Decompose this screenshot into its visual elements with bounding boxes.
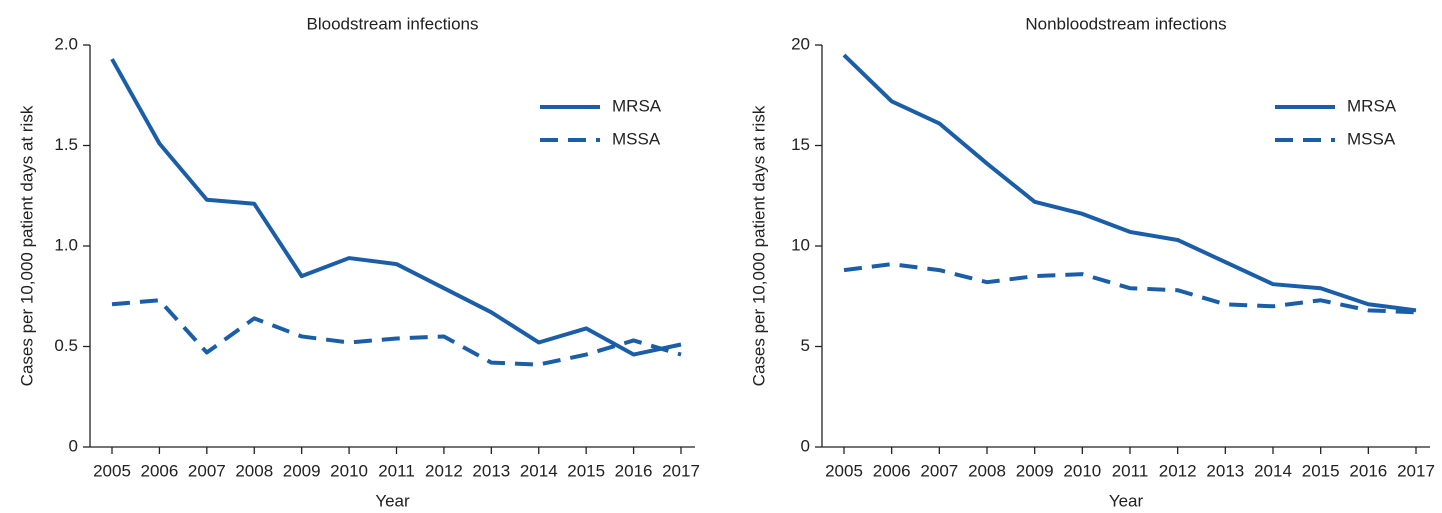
y-tick-label: 0 (801, 436, 810, 455)
y-tick-label: 10 (791, 235, 810, 254)
x-tick-label: 2013 (1206, 461, 1244, 480)
x-tick-label: 2012 (425, 461, 463, 480)
x-tick-label: 2013 (472, 461, 510, 480)
series-line (111, 298, 682, 367)
series-line (843, 262, 1417, 315)
legend-label: MSSA (612, 129, 661, 148)
x-tick-label: 2010 (330, 461, 368, 480)
y-tick-label: 1.5 (54, 135, 78, 154)
y-axis-label: Cases per 10,000 patient days at risk (749, 105, 768, 386)
x-tick-label: 2011 (1112, 461, 1149, 480)
legend-label: MRSA (1347, 96, 1397, 115)
y-tick-label: 15 (791, 135, 810, 154)
legend-label: MSSA (1347, 129, 1396, 148)
chart-title: Bloodstream infections (307, 14, 479, 33)
series-line (842, 53, 1417, 313)
x-tick-label: 2012 (1159, 461, 1197, 480)
x-tick-label: 2006 (873, 461, 911, 480)
x-tick-label: 2011 (378, 461, 415, 480)
series-line (110, 58, 682, 357)
y-axis-label: Cases per 10,000 patient days at risk (17, 105, 36, 386)
x-tick-label: 2009 (1016, 461, 1054, 480)
x-tick-label: 2007 (920, 461, 958, 480)
x-tick-label: 2016 (615, 461, 653, 480)
x-tick-label: 2010 (1063, 461, 1101, 480)
y-tick-label: 2.0 (54, 34, 78, 53)
x-tick-label: 2014 (1254, 461, 1292, 480)
chart-title: Nonbloodstream infections (1025, 14, 1226, 33)
x-tick-label: 2016 (1349, 461, 1387, 480)
y-tick-label: 20 (791, 34, 810, 53)
legend-label: MRSA (612, 96, 662, 115)
x-tick-label: 2015 (1302, 461, 1340, 480)
x-axis-label: Year (375, 491, 410, 510)
x-axis-label: Year (1109, 491, 1144, 510)
x-tick-label: 2005 (825, 461, 863, 480)
x-tick-label: 2017 (662, 461, 700, 480)
x-tick-label: 2007 (188, 461, 226, 480)
y-tick-label: 1.0 (54, 235, 78, 254)
x-tick-label: 2006 (141, 461, 179, 480)
x-tick-label: 2009 (283, 461, 321, 480)
x-tick-label: 2008 (968, 461, 1006, 480)
x-tick-label: 2014 (520, 461, 558, 480)
x-tick-label: 2015 (567, 461, 605, 480)
x-tick-label: 2008 (235, 461, 273, 480)
x-tick-label: 2017 (1397, 461, 1435, 480)
y-tick-label: 0.5 (54, 336, 78, 355)
y-tick-label: 5 (801, 336, 810, 355)
y-tick-label: 0 (69, 436, 78, 455)
x-tick-label: 2005 (93, 461, 131, 480)
